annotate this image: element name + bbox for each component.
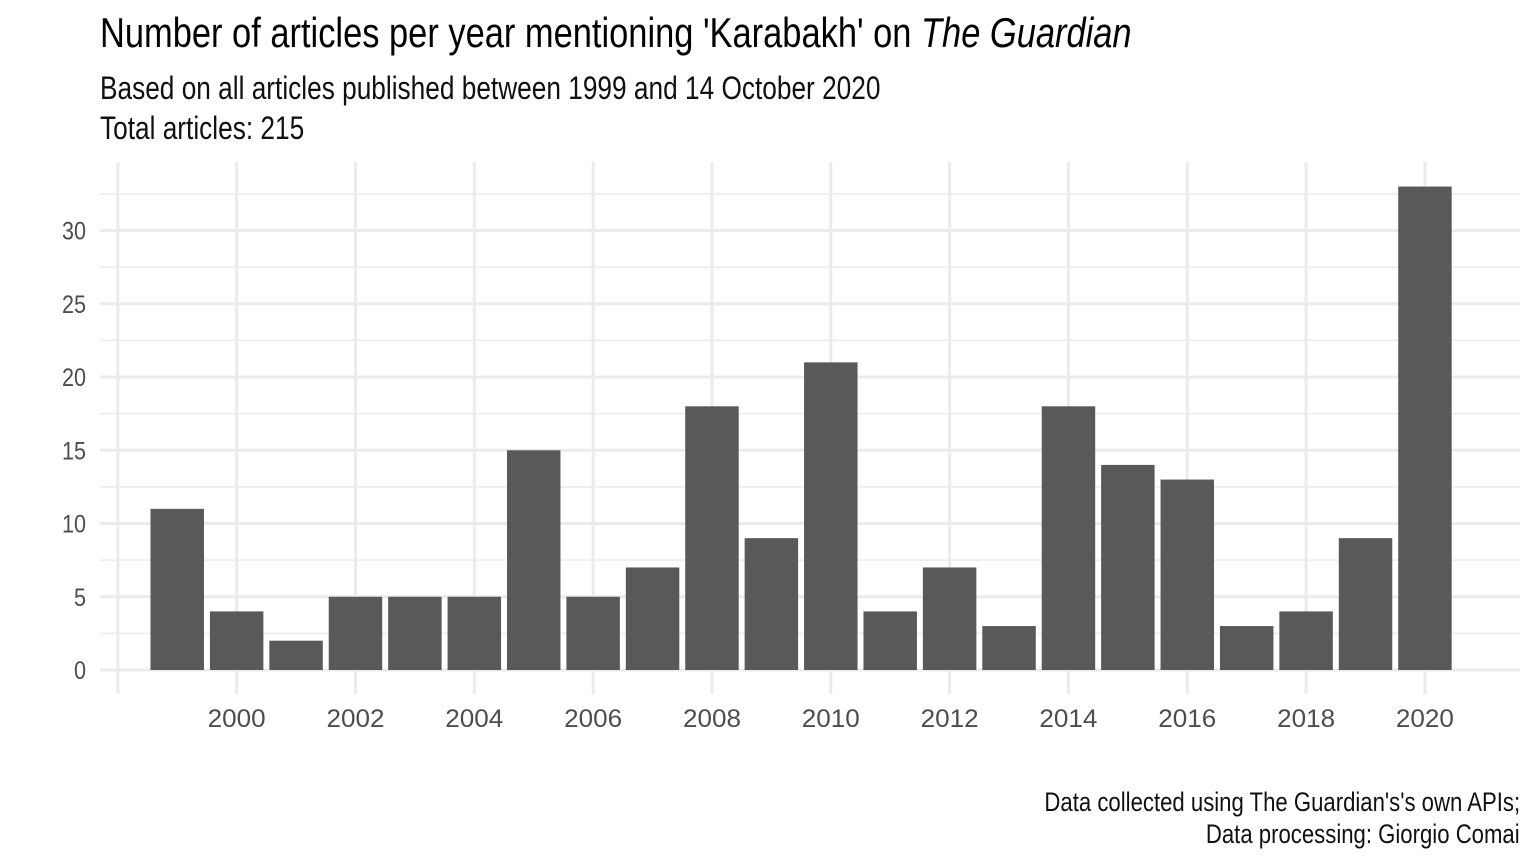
y-tick-label: 20 — [62, 364, 86, 392]
x-tick-label: 2008 — [683, 705, 741, 733]
bar-2005 — [506, 450, 561, 670]
bar-2012 — [922, 567, 977, 670]
bar-2003 — [388, 596, 442, 670]
x-tick-label: 2014 — [1039, 705, 1097, 733]
x-tick-label: 2002 — [326, 705, 384, 733]
bar-2006 — [566, 596, 620, 670]
caption-data-source: Data collected using The Guardian's's ow… — [1044, 787, 1520, 817]
x-tick-label: 2018 — [1277, 705, 1335, 733]
bar-2000 — [209, 611, 264, 670]
x-tick-label: 2004 — [445, 705, 503, 733]
y-tick-label: 15 — [62, 437, 86, 465]
x-tick-label: 2020 — [1396, 705, 1454, 733]
x-tick-label: 2006 — [564, 705, 622, 733]
bar-2008 — [685, 406, 739, 670]
bar-2014 — [1041, 406, 1096, 670]
y-tick-label: 30 — [62, 218, 86, 246]
y-tick-label: 10 — [62, 511, 86, 539]
chart-title-italic: The Guardian — [920, 9, 1132, 56]
x-tick-label: 2016 — [1158, 705, 1216, 733]
bar-2020 — [1398, 186, 1452, 671]
bar-2002 — [328, 596, 383, 670]
bar-2015 — [1101, 464, 1155, 670]
bar-2009 — [744, 538, 799, 670]
caption-data-processing: Data processing: Giorgio Comai — [1206, 819, 1520, 849]
bar-2007 — [625, 567, 680, 670]
bar-2018 — [1279, 611, 1333, 670]
x-tick-label: 2010 — [802, 705, 860, 733]
chart-title-main: Number of articles per year mentioning '… — [100, 9, 921, 56]
bar-2001 — [269, 640, 323, 670]
chart-subtitle: Based on all articles published between … — [100, 70, 881, 106]
bar-2016 — [1160, 479, 1215, 670]
bar-1999 — [150, 508, 204, 670]
bar-2004 — [447, 596, 502, 670]
x-tick-label: 2000 — [208, 705, 266, 733]
bar-2019 — [1338, 538, 1393, 670]
y-tick-label: 5 — [74, 584, 86, 612]
bar-2017 — [1219, 626, 1274, 670]
y-tick-label: 25 — [62, 291, 86, 319]
y-tick-label: 0 — [74, 657, 86, 685]
bar-2011 — [863, 611, 917, 670]
bar-2010 — [804, 362, 858, 670]
bar-2013 — [982, 626, 1036, 670]
x-tick-label: 2012 — [921, 705, 979, 733]
chart-title: Number of articles per year mentioning '… — [100, 8, 1132, 58]
chart-total-articles: Total articles: 215 — [100, 110, 305, 146]
